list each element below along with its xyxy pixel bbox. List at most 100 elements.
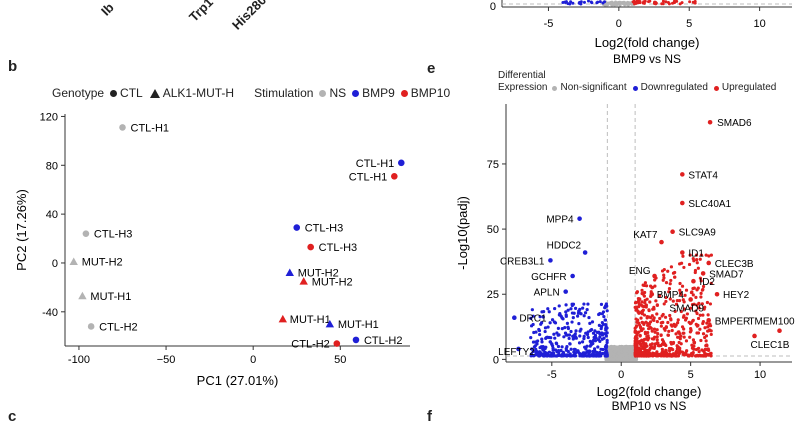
gene-point bbox=[704, 253, 708, 257]
gene-point bbox=[671, 299, 675, 303]
gene-point bbox=[647, 327, 651, 331]
gene-point bbox=[548, 340, 552, 344]
bmp10-legend-key bbox=[400, 89, 408, 97]
gene-point bbox=[632, 357, 637, 361]
gene-point bbox=[584, 347, 588, 351]
gene-point bbox=[640, 354, 644, 358]
gene-point bbox=[669, 323, 673, 327]
gene-point bbox=[623, 1, 627, 5]
gene-point bbox=[699, 279, 703, 283]
gene-point bbox=[676, 318, 680, 322]
bmp9-volcano-fragment: 0 -5 0 5 10 Log2(fold change) BMP9 vs NS bbox=[490, 0, 792, 66]
gene-point bbox=[548, 321, 552, 325]
gene-point bbox=[550, 342, 554, 346]
triangle-legend-key bbox=[149, 88, 160, 98]
gene-point bbox=[532, 354, 536, 358]
gene-point bbox=[581, 306, 585, 310]
gene-point bbox=[669, 317, 673, 321]
gene-point bbox=[703, 305, 707, 309]
gene-point bbox=[678, 346, 682, 350]
gene-point bbox=[650, 337, 655, 341]
gene-point bbox=[557, 313, 561, 317]
gene-point bbox=[540, 337, 544, 341]
gene-point bbox=[701, 332, 706, 336]
gene-point bbox=[677, 299, 682, 303]
gene-point bbox=[645, 335, 649, 339]
gene-point bbox=[582, 0, 586, 4]
gene-point bbox=[667, 329, 671, 333]
gene-point bbox=[600, 320, 604, 325]
gene-point bbox=[636, 318, 640, 322]
gene-point bbox=[560, 345, 564, 349]
gene-point bbox=[707, 323, 711, 328]
gene-point bbox=[623, 357, 627, 361]
gene-point bbox=[585, 344, 589, 348]
gene-point bbox=[635, 340, 639, 344]
labeled-gene-point bbox=[570, 273, 575, 279]
legend-down: Downregulated bbox=[640, 82, 708, 93]
gene-point bbox=[531, 314, 535, 318]
gene-point bbox=[665, 351, 669, 355]
gene-label: ID1 bbox=[688, 249, 704, 260]
gene-point bbox=[696, 354, 700, 358]
labeled-gene-point bbox=[670, 229, 675, 234]
gene-point bbox=[555, 331, 559, 335]
gene-point bbox=[679, 261, 684, 265]
stim-legend-ns: NS bbox=[329, 86, 347, 100]
gene-point bbox=[635, 354, 639, 358]
gene-point bbox=[692, 286, 696, 290]
gene-point bbox=[586, 302, 590, 306]
gene-point bbox=[543, 326, 548, 330]
gene-point bbox=[538, 315, 542, 319]
gene-point bbox=[590, 320, 595, 324]
gene-point bbox=[642, 313, 647, 317]
gene-point bbox=[666, 0, 670, 4]
gene-point bbox=[598, 0, 602, 4]
gene-point bbox=[541, 315, 545, 319]
gene-point bbox=[566, 349, 570, 354]
pca-point bbox=[293, 224, 301, 231]
gene-point bbox=[684, 288, 689, 292]
gene-point bbox=[668, 282, 672, 286]
gene-point bbox=[582, 302, 586, 306]
pca-point bbox=[325, 319, 335, 328]
gene-point bbox=[699, 253, 704, 257]
gene-point bbox=[588, 321, 592, 325]
gene-point bbox=[657, 294, 662, 298]
pca-point bbox=[87, 323, 95, 330]
gene-point bbox=[573, 306, 578, 310]
gene-point bbox=[656, 354, 660, 358]
gene-point bbox=[696, 331, 701, 335]
labeled-gene-point bbox=[652, 273, 657, 279]
gene-point bbox=[642, 338, 646, 342]
gene-point bbox=[659, 324, 663, 328]
gene-point bbox=[644, 349, 648, 353]
gene-point bbox=[650, 329, 654, 333]
gene-point bbox=[663, 315, 668, 319]
gene-point bbox=[582, 354, 586, 358]
gene-point bbox=[682, 314, 686, 318]
gene-point bbox=[627, 350, 631, 354]
y-axis-title: -Log10(padj) bbox=[455, 196, 470, 270]
gene-point bbox=[592, 353, 596, 358]
gene-point bbox=[661, 278, 665, 282]
y-tick-label: 120 bbox=[40, 111, 58, 123]
gene-point bbox=[633, 305, 637, 309]
x-tick-label: -5 bbox=[547, 369, 557, 381]
gene-point bbox=[578, 329, 582, 333]
pca-point-label: MUT-H1 bbox=[338, 319, 379, 331]
gene-point bbox=[557, 304, 561, 308]
gene-point bbox=[682, 327, 686, 331]
gene-point bbox=[639, 351, 643, 355]
gene-point bbox=[678, 350, 682, 355]
gene-point bbox=[609, 1, 613, 5]
gene-point bbox=[651, 285, 655, 290]
panel-label-c: c bbox=[8, 408, 17, 425]
gene-point bbox=[538, 346, 542, 350]
gene-point bbox=[549, 336, 553, 340]
gene-point bbox=[637, 305, 641, 309]
gene-point bbox=[641, 1, 645, 5]
gene-point bbox=[610, 357, 614, 361]
gene-point bbox=[634, 324, 639, 328]
gene-point bbox=[577, 341, 582, 345]
